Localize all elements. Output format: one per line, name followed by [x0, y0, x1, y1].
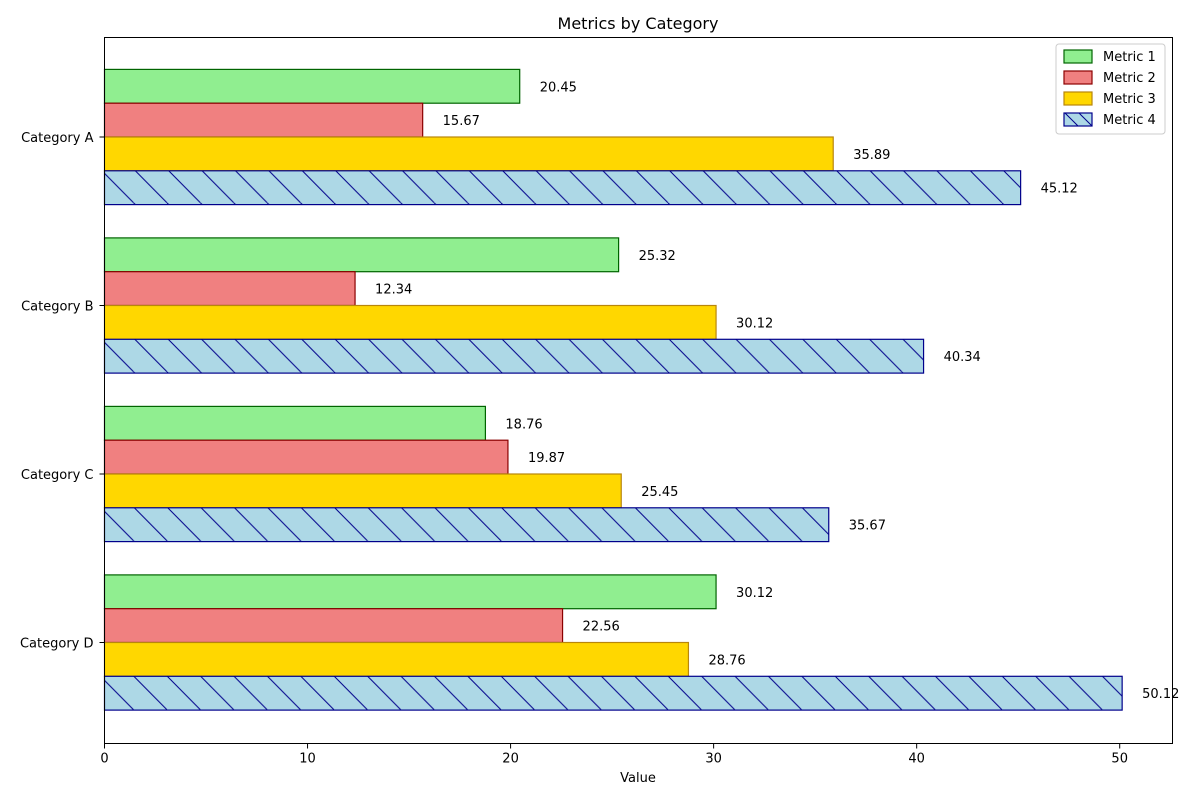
bar-1-1 — [103, 68, 521, 104]
legend-label-4: Metric 4 — [1103, 113, 1156, 128]
value-label-3-1: 35.89 — [853, 148, 890, 163]
bar-1-4 — [103, 574, 717, 610]
value-label-2-1: 15.67 — [443, 114, 480, 129]
bars-layer — [103, 68, 1123, 711]
value-label-1-2: 25.32 — [639, 249, 676, 264]
bar-3-3 — [103, 473, 622, 509]
bar-4-2 — [103, 338, 925, 374]
legend-box — [1055, 43, 1166, 135]
value-label-3-4: 28.76 — [708, 653, 745, 668]
legend-label-2: Metric 2 — [1103, 71, 1156, 86]
legend[interactable]: Metric 1 Metric 2 Metric 3 Metric 4 — [1055, 43, 1166, 135]
y-tick-label: Category A — [21, 131, 94, 146]
plot-area-frame — [104, 37, 1173, 744]
x-tick-label: 50 — [1111, 752, 1128, 767]
legend-label-3: Metric 3 — [1103, 92, 1156, 107]
bar-4-3 — [103, 507, 830, 543]
bar-4-1 — [103, 170, 1022, 206]
axes-layer: 0 10 20 30 40 50 Category A Category B Category … — [20, 131, 1128, 767]
bar-2-2 — [103, 271, 356, 307]
value-label-1-4: 30.12 — [736, 586, 773, 601]
value-label-1-3: 18.76 — [505, 417, 542, 432]
value-label-2-4: 22.56 — [583, 620, 620, 635]
value-label-4-1: 45.12 — [1041, 182, 1078, 197]
value-label-4-4: 50.12 — [1142, 687, 1179, 702]
chart-title: Metrics by Category — [558, 14, 719, 33]
bar-1-3 — [103, 405, 487, 441]
value-label-2-2: 12.34 — [375, 283, 412, 298]
bar-2-4 — [103, 608, 564, 644]
x-axis-label: Value — [620, 771, 656, 786]
bar-1-2 — [103, 237, 620, 273]
x-tick-label: 30 — [705, 752, 722, 767]
value-label-4-2: 40.34 — [944, 350, 981, 365]
value-label-3-3: 25.45 — [641, 485, 678, 500]
x-tick-label: 0 — [100, 752, 108, 767]
x-tick-label: 10 — [299, 752, 316, 767]
bar-3-1 — [103, 136, 834, 172]
value-label-4-3: 35.67 — [849, 519, 886, 534]
legend-swatch-1 — [1063, 49, 1093, 64]
bar-2-1 — [103, 102, 424, 138]
legend-swatch-2 — [1063, 70, 1093, 85]
x-tick-label: 40 — [908, 752, 925, 767]
value-label-1-1: 20.45 — [540, 80, 577, 95]
bar-4-4 — [103, 675, 1123, 711]
value-label-3-2: 30.12 — [736, 316, 773, 331]
y-tick-label: Category C — [21, 468, 94, 483]
bar-3-4 — [103, 641, 690, 677]
legend-swatch-3 — [1063, 91, 1093, 106]
value-labels-layer: 20.45 15.67 35.89 45.12 25.32 12.34 30.12 40.34… — [375, 80, 1179, 702]
y-tick-label: Category D — [20, 637, 94, 652]
legend-label-1: Metric 1 — [1103, 50, 1156, 65]
x-tick-label: 20 — [502, 752, 519, 767]
bar-2-3 — [103, 439, 509, 475]
y-tick-label: Category B — [21, 300, 93, 315]
bar-3-2 — [103, 304, 717, 340]
value-label-2-3: 19.87 — [528, 451, 565, 466]
legend-swatch-4 — [1063, 112, 1093, 127]
